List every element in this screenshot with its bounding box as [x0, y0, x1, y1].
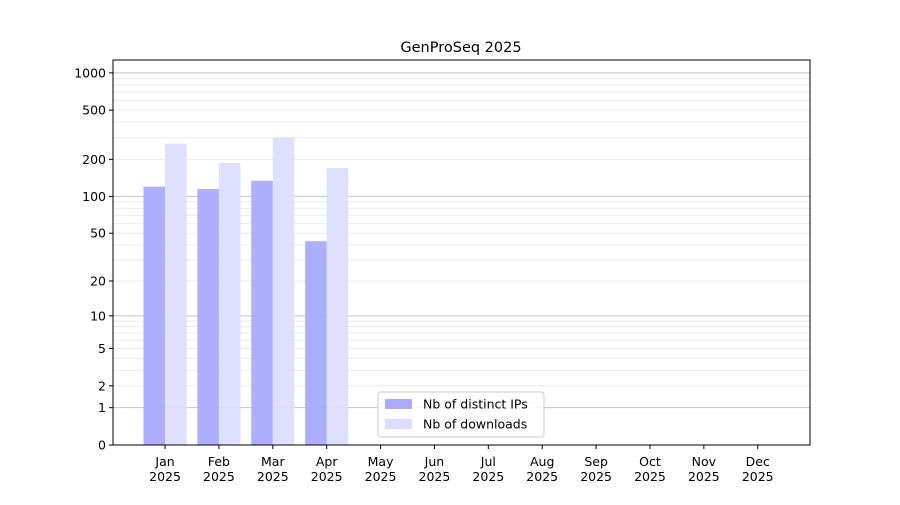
- y-tick-label: 2: [98, 378, 106, 393]
- x-tick-label: Nov 2025: [688, 454, 720, 484]
- x-tick-label: Sep 2025: [580, 454, 612, 484]
- legend-box: [377, 391, 545, 438]
- y-tick-label: 20: [90, 274, 106, 289]
- y-tick-label: 1: [98, 400, 106, 415]
- x-tick-label: Aug 2025: [526, 454, 558, 484]
- bar-downloads: [218, 162, 241, 445]
- chart-title: GenProSeq 2025: [400, 40, 521, 56]
- legend-label: Nb of downloads: [423, 417, 527, 432]
- bar-distinct-ips: [305, 241, 327, 445]
- y-tick-label: 50: [90, 226, 106, 241]
- legend-swatch: [385, 419, 412, 429]
- x-tick-label: Jun 2025: [419, 454, 451, 484]
- bar-downloads: [165, 143, 187, 445]
- y-tick-label: 10: [90, 308, 106, 323]
- y-tick-label: 0: [98, 438, 106, 453]
- x-tick-label: Jul 2025: [472, 454, 504, 484]
- legend-swatch: [385, 399, 412, 409]
- bar-downloads: [272, 137, 295, 446]
- y-tick-label: 200: [82, 152, 106, 167]
- bar-distinct-ips: [143, 186, 166, 445]
- bar-distinct-ips: [197, 188, 219, 445]
- y-tick-label: 100: [82, 189, 106, 204]
- x-tick-label: Apr 2025: [311, 454, 343, 484]
- bar-downloads: [326, 168, 349, 446]
- legend-label: Nb of distinct IPs: [423, 397, 528, 412]
- y-tick-label: 500: [82, 103, 106, 118]
- x-tick-label: Mar 2025: [257, 454, 289, 484]
- x-tick-label: Jan 2025: [149, 454, 181, 484]
- y-tick-label: 1000: [74, 65, 106, 80]
- x-tick-label: Feb 2025: [203, 454, 235, 484]
- axes-frame: [112, 59, 811, 446]
- x-tick-label: Oct 2025: [634, 454, 666, 484]
- x-tick-label: Dec 2025: [742, 454, 774, 484]
- x-tick-label: May 2025: [365, 454, 397, 484]
- y-tick-label: 5: [98, 341, 106, 356]
- bar-distinct-ips: [251, 180, 273, 445]
